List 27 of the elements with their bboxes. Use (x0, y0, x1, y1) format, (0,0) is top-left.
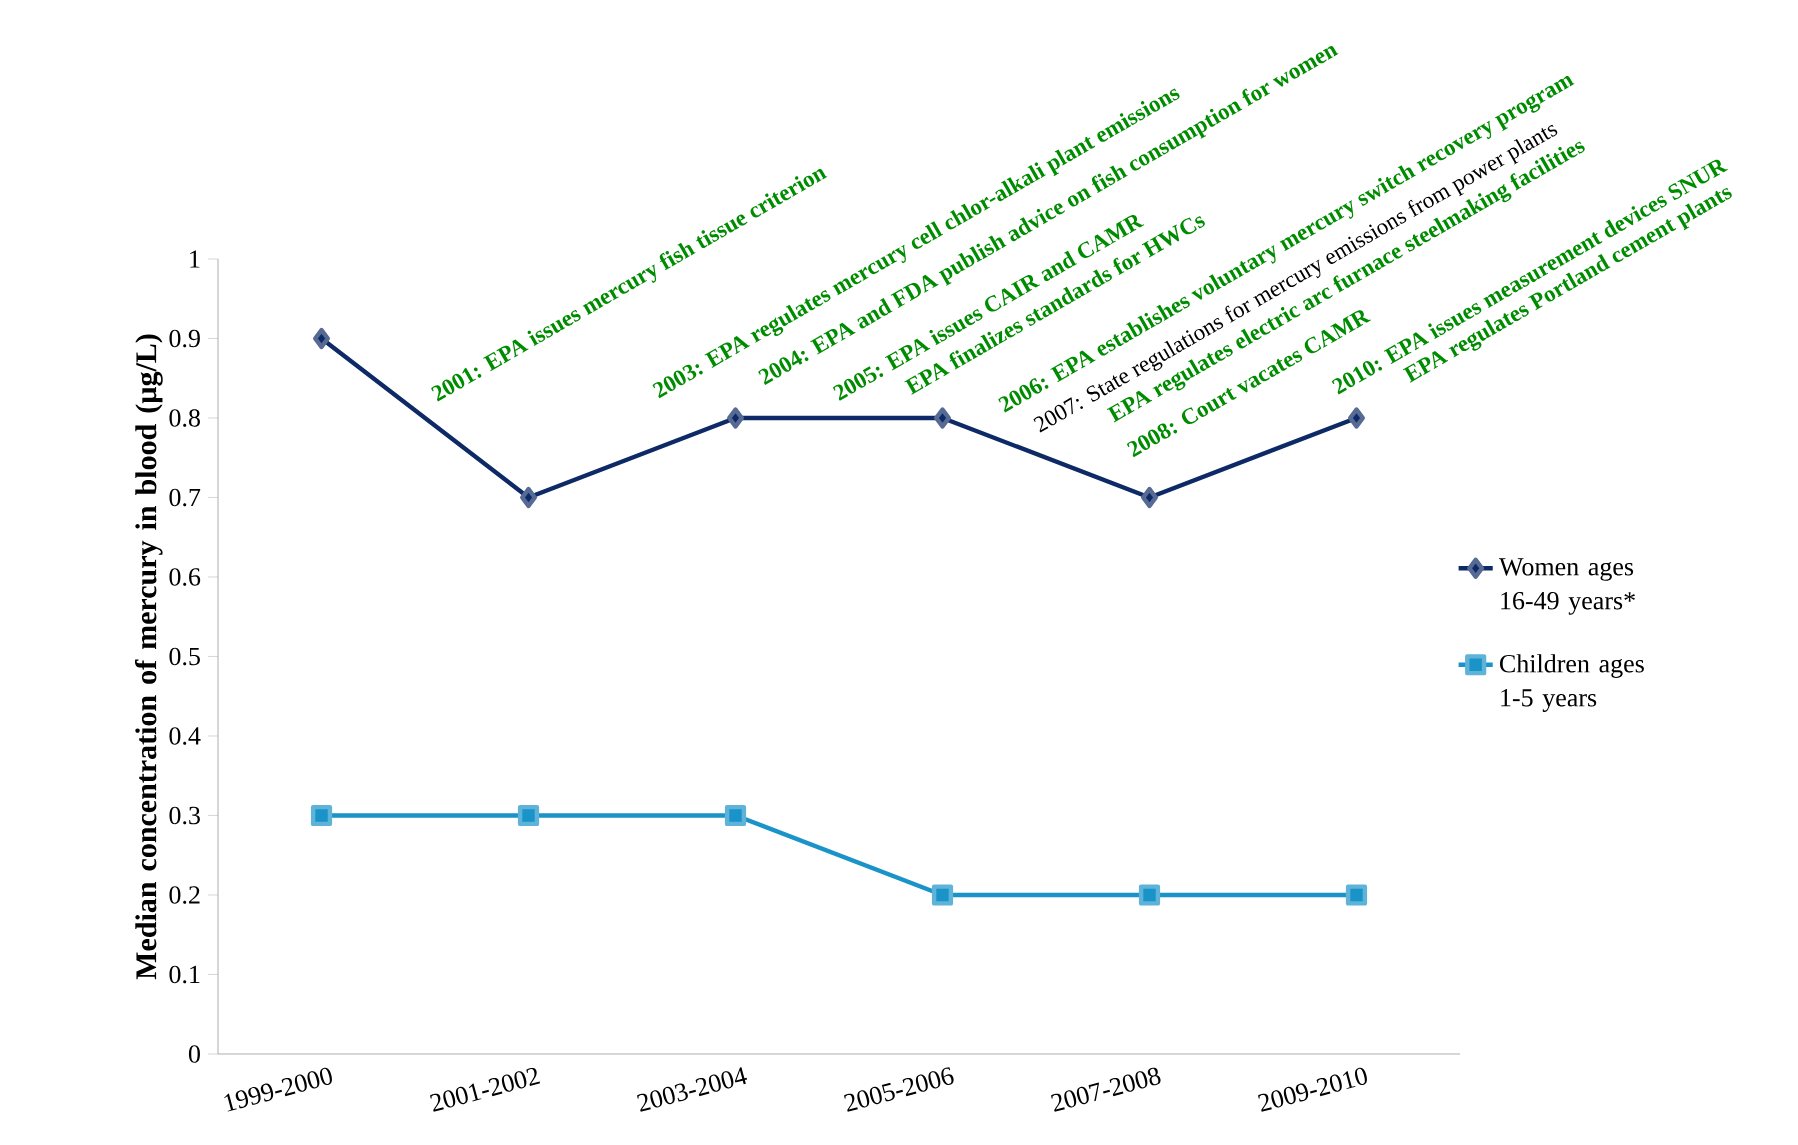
point (517, 804, 540, 827)
x-tick-label: 2001-2002 (430, 1067, 541, 1112)
point (1348, 407, 1365, 429)
y-axis-title: Median concentration of mercury in blood (µg/L) (134, 334, 163, 980)
point (1138, 884, 1161, 906)
y-tick-label: 1 (190, 250, 200, 268)
point (727, 407, 745, 429)
y-tick-label: 0.5 (169, 647, 200, 666)
point (1345, 884, 1368, 906)
legend-label: Children ages 1-5 years (1500, 654, 1644, 712)
y-tick-label: 0.4 (169, 727, 201, 745)
y-tick-label: 0.6 (169, 568, 201, 586)
point (934, 407, 951, 429)
legend-label: Women ages 16-49 years* (1498, 558, 1635, 615)
y-tick-label: 0 (188, 1045, 200, 1063)
point (1141, 486, 1158, 509)
y-tick-label: 0.2 (169, 886, 200, 904)
point (931, 884, 954, 906)
point (310, 804, 333, 827)
y-tick-label: 0.3 (169, 806, 200, 825)
y-tick-label: 0.1 (169, 965, 200, 984)
point (313, 327, 331, 350)
y-tick-label: 0.7 (169, 488, 201, 507)
point (724, 804, 747, 827)
y-tick-label: 0.9 (169, 329, 200, 348)
point (520, 486, 538, 509)
y-tick-label: 0.8 (169, 409, 200, 427)
